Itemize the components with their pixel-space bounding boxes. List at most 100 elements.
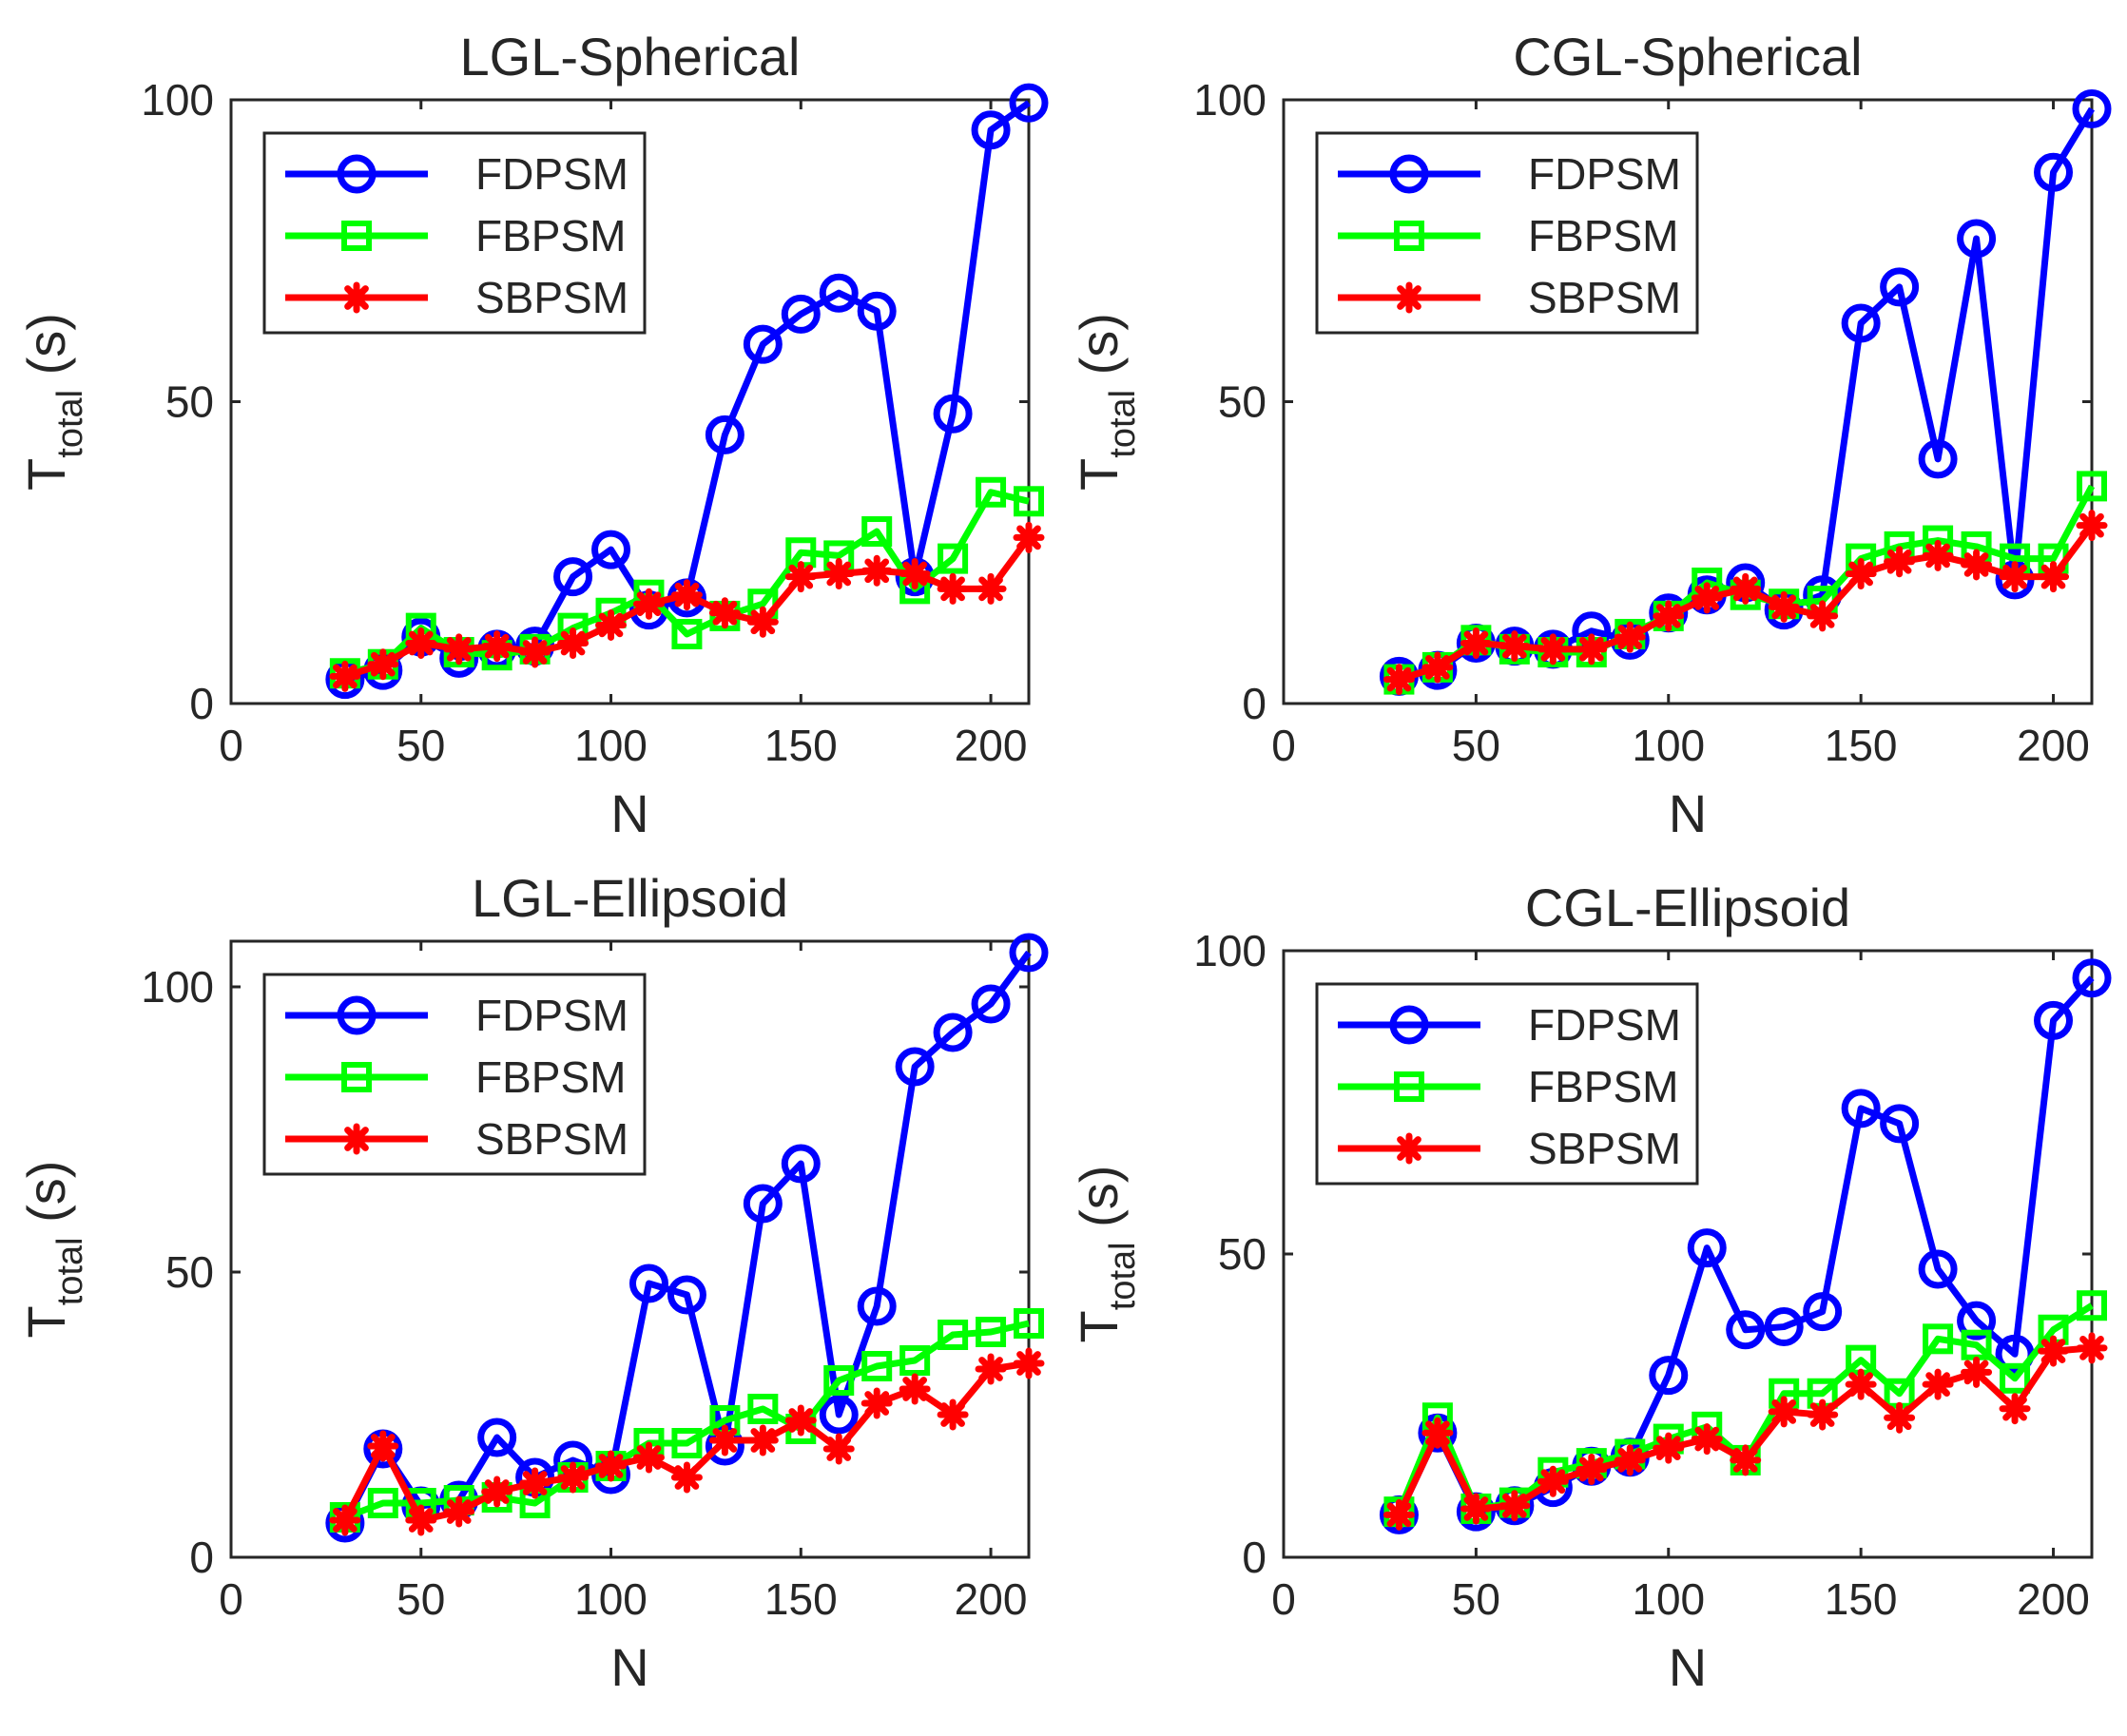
x-tick-label: 100 bbox=[1632, 721, 1705, 770]
marker-star bbox=[1691, 582, 1723, 614]
y-axis-label-unit: (s) bbox=[16, 1161, 76, 1238]
marker-circle bbox=[1389, 154, 1429, 194]
chart-panel-3: 0 50 100 150 200 0 50 100 LGL-Ellipsoid N Ttotal (… bbox=[16, 868, 1049, 1697]
marker-star bbox=[405, 1504, 437, 1536]
legend-label: FBPSM bbox=[475, 1052, 626, 1102]
marker-star bbox=[1653, 600, 1685, 632]
marker-square bbox=[747, 1394, 779, 1424]
marker-star bbox=[1691, 1423, 1723, 1456]
y-tick-label: 0 bbox=[189, 1533, 214, 1582]
marker-star bbox=[1537, 1465, 1569, 1497]
marker-star bbox=[1421, 1417, 1454, 1449]
marker-star bbox=[340, 281, 373, 314]
marker-circle bbox=[553, 557, 593, 597]
marker-star bbox=[1845, 1368, 1877, 1400]
marker-star bbox=[2076, 1332, 2108, 1364]
y-axis-label: Ttotal (s) bbox=[16, 313, 90, 491]
marker-star bbox=[1421, 651, 1454, 684]
legend-label: SBPSM bbox=[1528, 1124, 1681, 1173]
marker-star bbox=[1614, 621, 1646, 653]
marker-circle bbox=[337, 995, 377, 1035]
y-axis-label: Ttotal (s) bbox=[1069, 313, 1143, 491]
x-axis-label: N bbox=[1669, 1637, 1707, 1697]
legend-label: FBPSM bbox=[475, 211, 626, 260]
legend-entry-fbpsm: FBPSM bbox=[1338, 211, 1678, 260]
y-tick-label: 50 bbox=[165, 377, 214, 427]
marker-star bbox=[899, 1373, 931, 1405]
marker-star bbox=[1499, 1490, 1531, 1522]
marker-star bbox=[1383, 1498, 1415, 1531]
marker-square bbox=[671, 1428, 703, 1458]
marker-star bbox=[2038, 1335, 2070, 1367]
marker-star bbox=[1653, 1432, 1685, 1464]
marker-star bbox=[670, 579, 703, 611]
series-sbpsm bbox=[329, 1347, 1045, 1536]
marker-circle bbox=[743, 1184, 783, 1224]
marker-square bbox=[1394, 1071, 1424, 1102]
marker-square bbox=[671, 618, 703, 649]
y-axis-label-main: T bbox=[1069, 458, 1129, 491]
legend-entry-fdpsm: FDPSM bbox=[285, 991, 628, 1040]
marker-circle bbox=[1880, 1104, 1920, 1144]
marker-circle bbox=[819, 1395, 859, 1435]
marker-star bbox=[557, 627, 590, 659]
marker-circle bbox=[1687, 1228, 1727, 1268]
marker-square bbox=[341, 1062, 372, 1092]
marker-star bbox=[1393, 281, 1425, 314]
marker-circle bbox=[1841, 303, 1881, 343]
marker-square bbox=[899, 1345, 931, 1376]
marker-circle bbox=[1389, 1005, 1429, 1045]
marker-circle bbox=[1841, 1089, 1881, 1128]
marker-circle bbox=[1918, 1249, 1958, 1289]
marker-star bbox=[443, 1495, 475, 1528]
legend-entry-fdpsm: FDPSM bbox=[285, 149, 628, 199]
marker-square bbox=[823, 1365, 855, 1396]
y-tick-label: 100 bbox=[1193, 75, 1267, 125]
marker-circle bbox=[819, 273, 859, 313]
legend-label: FBPSM bbox=[1528, 211, 1678, 260]
legend-label: SBPSM bbox=[1528, 273, 1681, 322]
y-axis-label-sub: total bbox=[1103, 1242, 1143, 1310]
legend: FDPSM FBPSM SBPSM bbox=[262, 131, 647, 335]
marker-star bbox=[1807, 1398, 1839, 1431]
y-axis-label-main: T bbox=[1069, 1310, 1129, 1342]
marker-star bbox=[937, 1398, 969, 1431]
marker-star bbox=[1576, 1453, 1608, 1485]
y-tick-label: 100 bbox=[1193, 926, 1267, 975]
x-tick-label: 0 bbox=[219, 1574, 243, 1624]
marker-star bbox=[557, 1461, 590, 1494]
chart-panel-4: 0 50 100 150 200 0 50 100 CGL-Ellipsoid N Ttotal (… bbox=[1069, 878, 2112, 1697]
marker-circle bbox=[591, 530, 631, 569]
legend: FDPSM FBPSM SBPSM bbox=[1315, 131, 1699, 335]
marker-circle bbox=[628, 1263, 668, 1303]
chart-panel-2: 0 50 100 150 200 0 50 100 CGL-Spherical N Ttotal (… bbox=[1069, 27, 2112, 843]
marker-star bbox=[340, 1123, 373, 1155]
marker-star bbox=[367, 648, 399, 681]
marker-star bbox=[595, 1450, 628, 1482]
marker-star bbox=[1961, 1356, 1993, 1388]
marker-star bbox=[1537, 633, 1569, 665]
legend-label: FBPSM bbox=[1528, 1062, 1678, 1111]
marker-star bbox=[708, 1424, 741, 1456]
legend-label: FDPSM bbox=[1528, 1000, 1681, 1050]
marker-star bbox=[784, 561, 817, 593]
y-axis-label-sub: total bbox=[1103, 390, 1143, 458]
marker-star bbox=[822, 1433, 855, 1465]
x-tick-label: 200 bbox=[2017, 1574, 2090, 1624]
series-sbpsm bbox=[329, 521, 1045, 692]
marker-circle bbox=[971, 984, 1011, 1024]
marker-star bbox=[1013, 1347, 1045, 1379]
marker-star bbox=[1013, 521, 1045, 553]
x-axis-label: N bbox=[610, 1637, 648, 1697]
marker-square bbox=[1014, 486, 1044, 517]
legend-entry-sbpsm: SBPSM bbox=[1338, 1124, 1681, 1173]
marker-star bbox=[367, 1430, 399, 1462]
marker-circle bbox=[477, 1418, 517, 1457]
marker-star bbox=[860, 554, 893, 587]
marker-star bbox=[1730, 1444, 1762, 1476]
x-tick-label: 50 bbox=[396, 721, 445, 770]
legend-label: FDPSM bbox=[475, 149, 628, 199]
x-tick-label: 150 bbox=[764, 1574, 838, 1624]
x-tick-label: 0 bbox=[1271, 1574, 1296, 1624]
